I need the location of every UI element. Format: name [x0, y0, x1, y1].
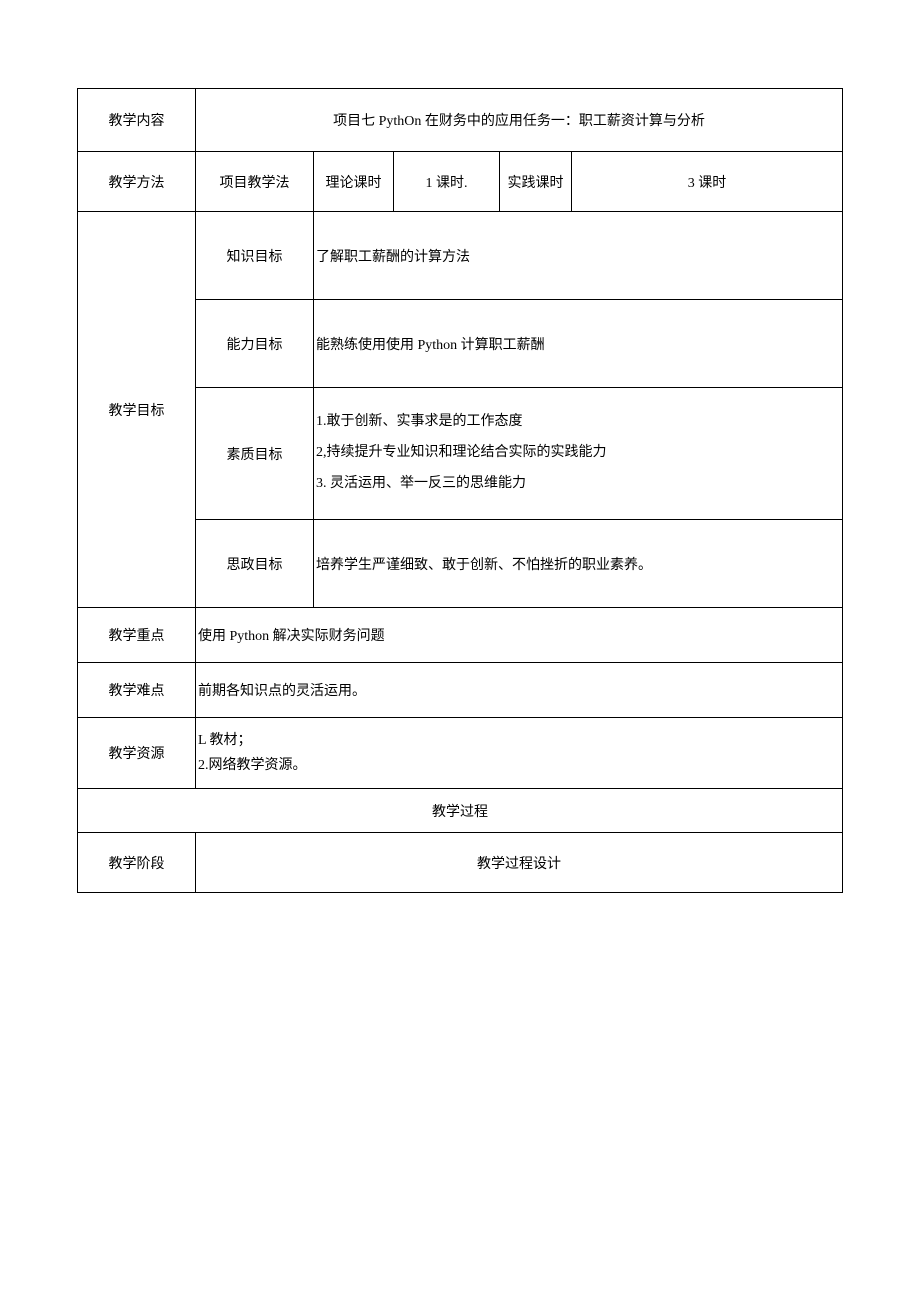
stage-label: 教学阶段 [78, 833, 196, 893]
resource-value: L 教材； 2.网络教学资源。 [196, 718, 843, 789]
ideology-goal-value: 培养学生严谨细致、敢于创新、不怕挫折的职业素养。 [314, 520, 843, 608]
ability-goal-value: 能熟练使用使用 Python 计算职工薪酬 [314, 300, 843, 388]
lesson-plan-table: 教学内容 项目七 PythOn 在财务中的应用任务一：职工薪资计算与分析 教学方… [77, 88, 843, 893]
practice-label: 实践课时 [500, 152, 572, 212]
table-row: 教学过程 [78, 789, 843, 833]
content-label: 教学内容 [78, 89, 196, 152]
focus-value: 使用 Python 解决实际财务问题 [196, 608, 843, 663]
practice-value: 3 课时 [572, 152, 843, 212]
resource-line2: 2.网络教学资源。 [198, 753, 840, 778]
difficulty-label: 教学难点 [78, 663, 196, 718]
stage-value: 教学过程设计 [196, 833, 843, 893]
quality-line1: 1.敢于创新、实事求是的工作态度 [316, 407, 840, 438]
knowledge-goal-value: 了解职工薪酬的计算方法 [314, 212, 843, 300]
table-row: 教学重点 使用 Python 解决实际财务问题 [78, 608, 843, 663]
quality-line3: 3. 灵活运用、举一反三的思维能力 [316, 469, 840, 500]
ability-goal-label: 能力目标 [196, 300, 314, 388]
resource-line1: L 教材； [198, 728, 840, 753]
table-row: 教学方法 项目教学法 理论课时 1 课时. 实践课时 3 课时 [78, 152, 843, 212]
table-row: 教学内容 项目七 PythOn 在财务中的应用任务一：职工薪资计算与分析 [78, 89, 843, 152]
method-value: 项目教学法 [196, 152, 314, 212]
difficulty-value: 前期各知识点的灵活运用。 [196, 663, 843, 718]
table-row: 教学难点 前期各知识点的灵活运用。 [78, 663, 843, 718]
ideology-goal-label: 思政目标 [196, 520, 314, 608]
quality-goal-value: 1.敢于创新、实事求是的工作态度 2,持续提升专业知识和理论结合实际的实践能力 … [314, 388, 843, 520]
process-header: 教学过程 [78, 789, 843, 833]
theory-value: 1 课时. [394, 152, 500, 212]
content-value: 项目七 PythOn 在财务中的应用任务一：职工薪资计算与分析 [196, 89, 843, 152]
resource-label: 教学资源 [78, 718, 196, 789]
table-row: 教学目标 知识目标 了解职工薪酬的计算方法 [78, 212, 843, 300]
method-label: 教学方法 [78, 152, 196, 212]
goals-label: 教学目标 [78, 212, 196, 608]
quality-line2: 2,持续提升专业知识和理论结合实际的实践能力 [316, 438, 840, 469]
table-row: 教学阶段 教学过程设计 [78, 833, 843, 893]
theory-label: 理论课时 [314, 152, 394, 212]
quality-goal-label: 素质目标 [196, 388, 314, 520]
table-row: 教学资源 L 教材； 2.网络教学资源。 [78, 718, 843, 789]
focus-label: 教学重点 [78, 608, 196, 663]
knowledge-goal-label: 知识目标 [196, 212, 314, 300]
